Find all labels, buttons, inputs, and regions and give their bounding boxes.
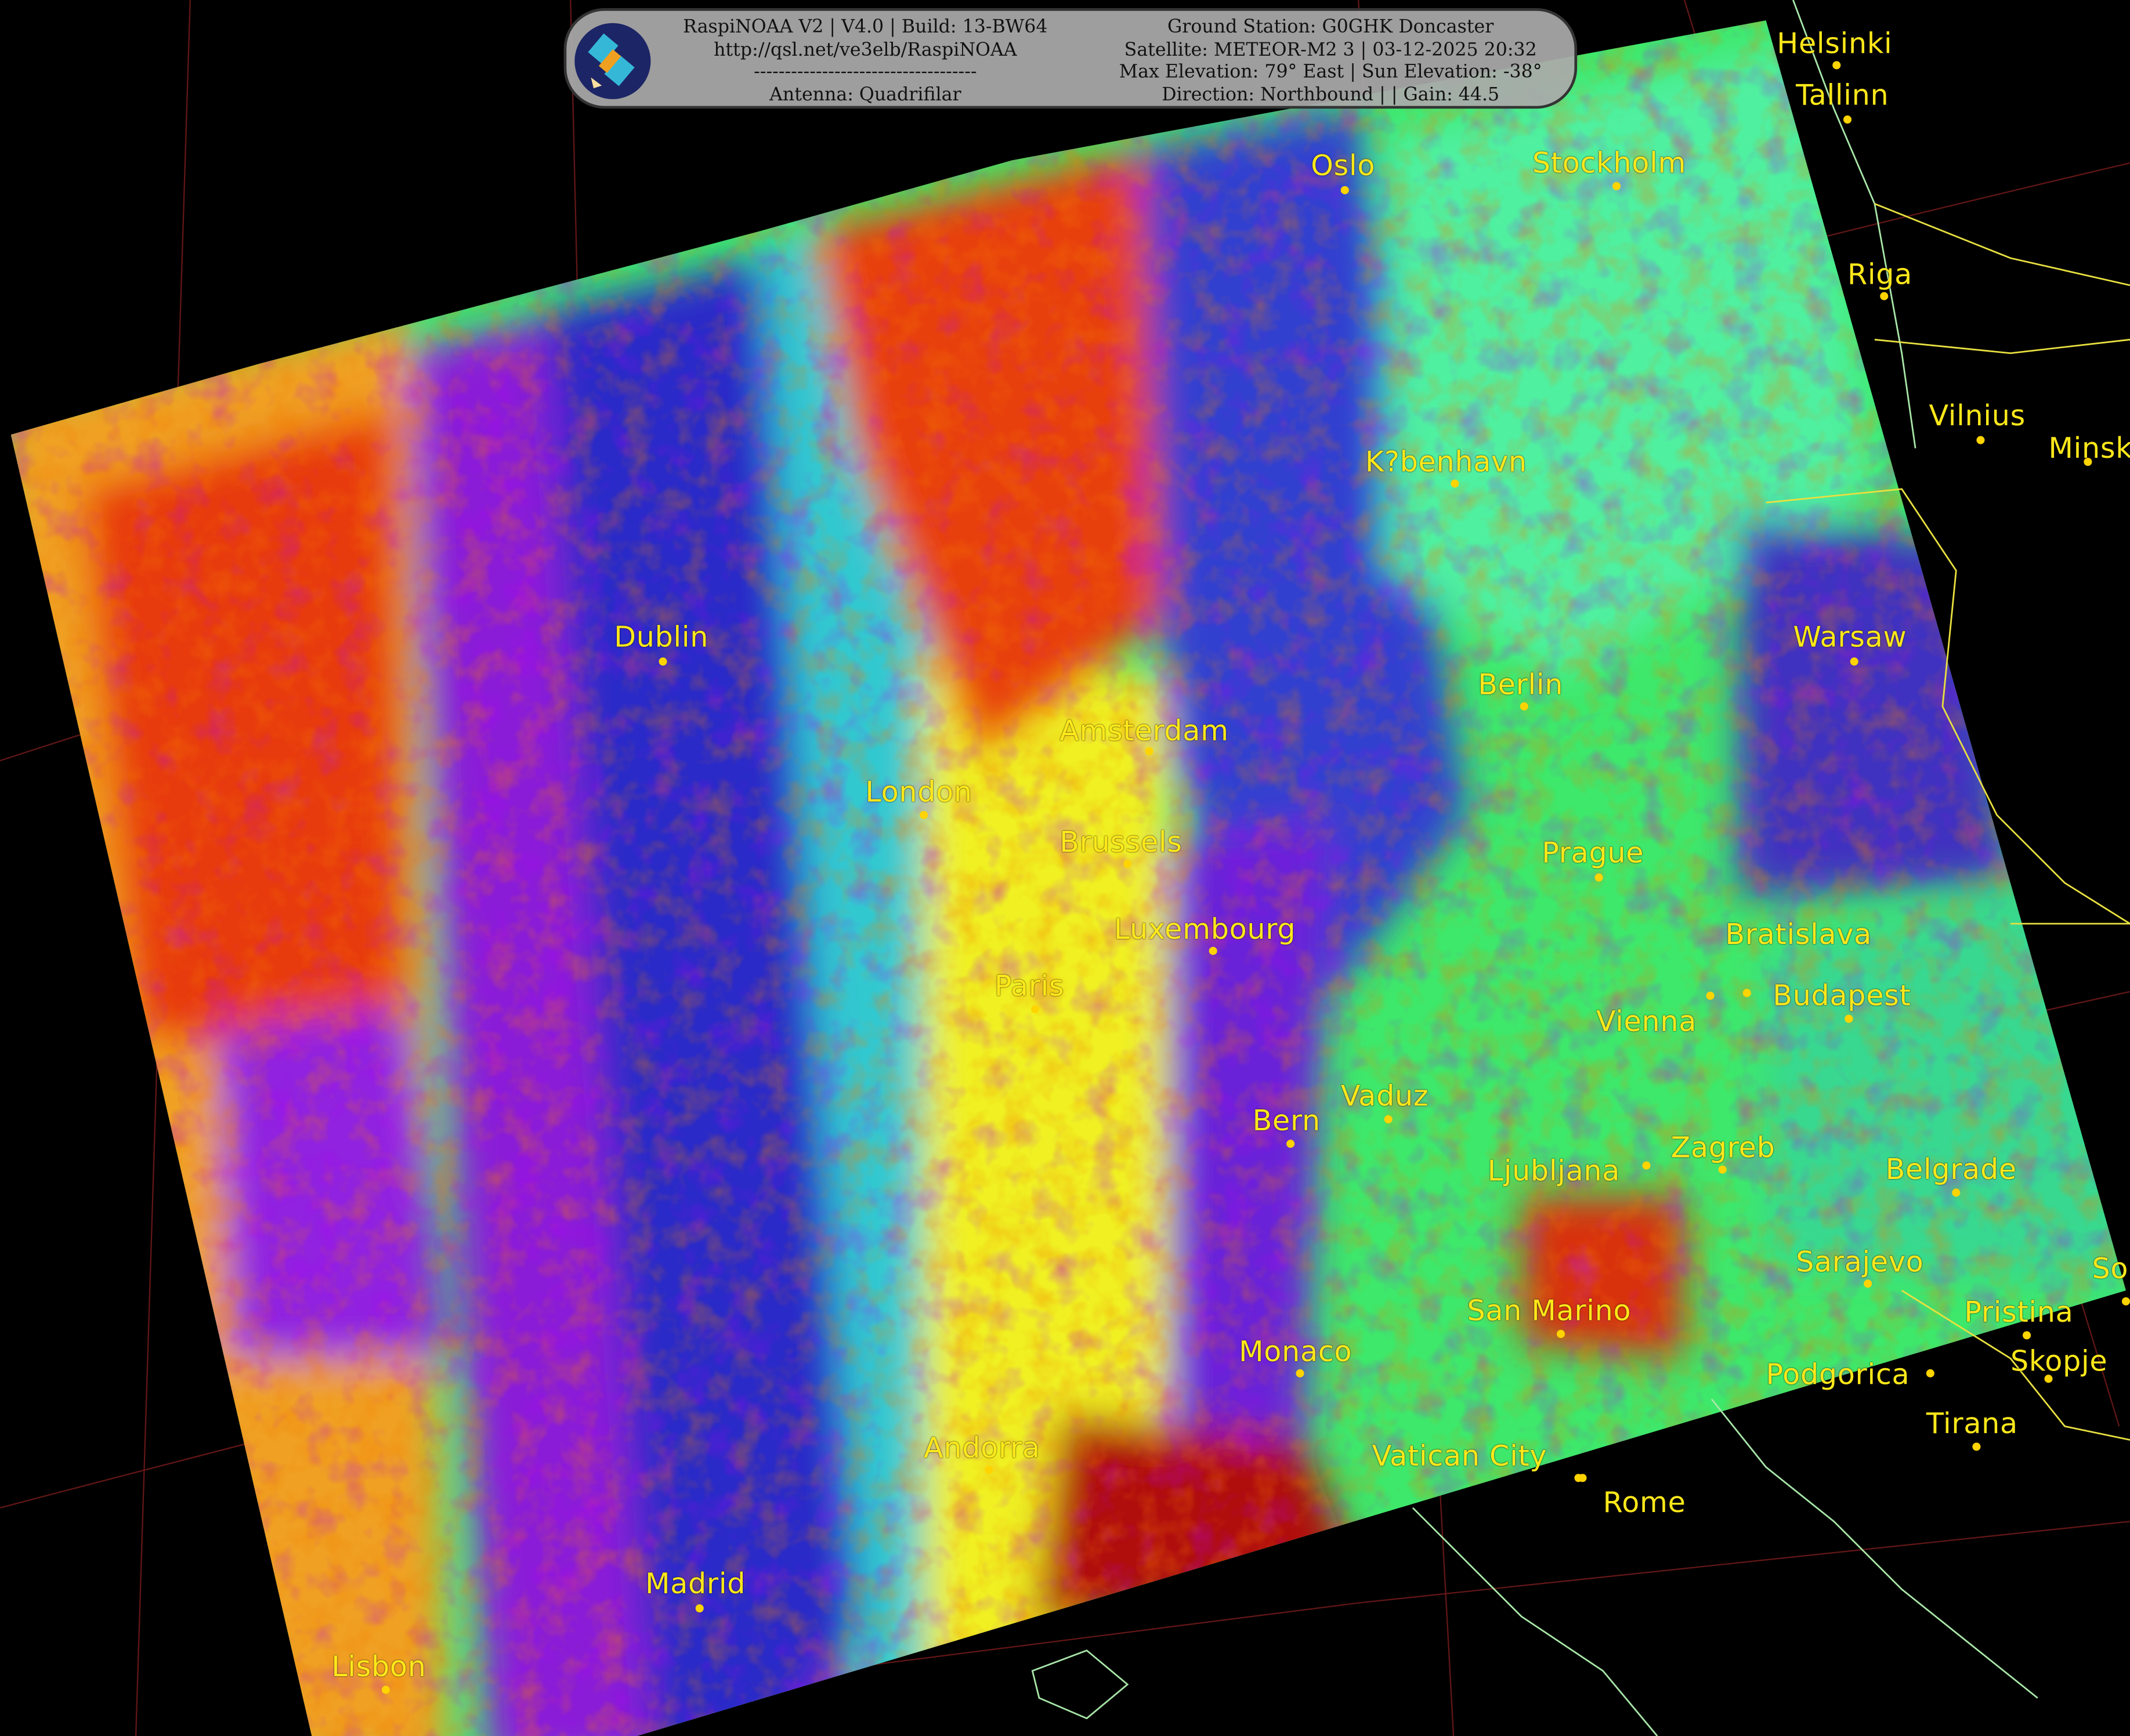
city-label-minsk: Minsk xyxy=(2048,432,2130,465)
city-label-rome: Rome xyxy=(1603,1486,1686,1519)
satellite-datetime: Satellite: METEOR-M2 3 | 03-12-2025 20:3… xyxy=(1124,38,1537,61)
city-label-vilnius: Vilnius xyxy=(1929,399,2026,432)
city-label-helsinki: Helsinki xyxy=(1777,27,1893,60)
city-marker-riga xyxy=(1880,292,1889,301)
antenna-info: Antenna: Quadrifilar xyxy=(769,83,961,106)
city-marker-so xyxy=(2121,1297,2130,1305)
city-label-pristina: Pristina xyxy=(1964,1296,2074,1329)
city-marker-minsk xyxy=(2084,457,2092,466)
city-label-brussels: Brussels xyxy=(1059,826,1182,859)
city-marker-rome xyxy=(1574,1474,1583,1482)
city-marker-vilnius xyxy=(1976,436,1985,444)
city-label-zagreb: Zagreb xyxy=(1670,1131,1775,1164)
city-label-stockholm: Stockholm xyxy=(1532,146,1687,180)
city-marker-paris xyxy=(1030,1005,1040,1014)
city-marker-helsinki xyxy=(1832,61,1841,70)
city-marker-madrid xyxy=(695,1604,704,1613)
pass-details: Ground Station: G0GHK Doncaster Satellit… xyxy=(1103,16,1558,106)
city-label-bern: Bern xyxy=(1252,1104,1321,1137)
city-label-riga: Riga xyxy=(1847,258,1913,291)
separator: ------------------------------------ xyxy=(754,61,977,83)
city-marker-budapest xyxy=(1845,1014,1853,1023)
city-marker-prague xyxy=(1594,873,1603,882)
city-label-oslo: Oslo xyxy=(1311,149,1376,182)
city-marker-podgorica xyxy=(1926,1369,1934,1377)
elevation-info: Max Elevation: 79° East | Sun Elevation:… xyxy=(1119,61,1542,83)
borders xyxy=(1766,202,2130,1441)
city-label-sarajevo: Sarajevo xyxy=(1796,1245,1924,1279)
city-label-london: London xyxy=(865,775,972,809)
direction-gain: Direction: Northbound | | Gain: 44.5 xyxy=(1162,83,1500,106)
city-marker-belgrade xyxy=(1952,1188,1961,1197)
city-marker-bratislava xyxy=(1742,989,1751,997)
city-label-k-benhavn: K?benhavn xyxy=(1365,445,1527,479)
satellite-icon xyxy=(574,23,651,99)
city-marker-tallinn xyxy=(1843,115,1852,124)
city-label-berlin: Berlin xyxy=(1478,668,1564,701)
city-marker-stockholm xyxy=(1612,182,1621,190)
city-marker-luxembourg xyxy=(1209,946,1217,955)
city-label-bratislava: Bratislava xyxy=(1725,918,1872,951)
city-marker-oslo xyxy=(1340,186,1349,194)
city-label-tirana: Tirana xyxy=(1926,1407,2018,1440)
city-label-dublin: Dublin xyxy=(614,620,709,654)
city-marker-ljubljana xyxy=(1642,1161,1651,1170)
city-marker-berlin xyxy=(1520,702,1528,711)
city-label-podgorica: Podgorica xyxy=(1766,1358,1910,1391)
city-label-monaco: Monaco xyxy=(1239,1335,1353,1368)
city-label-lisbon: Lisbon xyxy=(331,1650,426,1683)
city-marker-san-marino xyxy=(1557,1330,1565,1339)
city-marker-brussels xyxy=(1123,859,1132,869)
city-marker-lisbon xyxy=(381,1686,390,1694)
city-label-tallinn: Tallinn xyxy=(1796,78,1889,111)
city-marker-tirana xyxy=(1972,1442,1981,1451)
city-label-amsterdam: Amsterdam xyxy=(1059,714,1229,747)
pass-info-header: RaspiNOAA V2 | V4.0 | Build: 13-BW64 htt… xyxy=(563,8,1578,109)
city-label-vienna: Vienna xyxy=(1596,1005,1697,1038)
city-marker-sarajevo xyxy=(1864,1279,1872,1288)
city-marker-zagreb xyxy=(1718,1165,1727,1174)
city-marker-vaduz xyxy=(1384,1115,1393,1124)
city-label-belgrade: Belgrade xyxy=(1885,1153,2017,1186)
city-marker-bern xyxy=(1286,1140,1295,1148)
city-label-vaduz: Vaduz xyxy=(1340,1080,1429,1113)
city-label-budapest: Budapest xyxy=(1773,979,1911,1012)
city-label-luxembourg: Luxembourg xyxy=(1113,913,1296,946)
city-label-paris: Paris xyxy=(994,970,1065,1003)
city-label-ljubljana: Ljubljana xyxy=(1487,1155,1621,1188)
city-marker-london xyxy=(919,811,928,819)
software-info: RaspiNOAA V2 | V4.0 | Build: 13-BW64 htt… xyxy=(661,16,1069,106)
city-label-san-marino: San Marino xyxy=(1467,1294,1632,1328)
city-label-andorra: Andorra xyxy=(924,1431,1040,1464)
city-label-prague: Prague xyxy=(1542,837,1644,870)
city-label-vatican-city: Vatican City xyxy=(1372,1440,1547,1473)
city-marker-pristina xyxy=(2023,1331,2031,1340)
city-label-skopje: Skopje xyxy=(2010,1344,2108,1377)
city-label-warsaw: Warsaw xyxy=(1793,620,1907,654)
city-label-so: So xyxy=(2092,1252,2129,1285)
software-version: RaspiNOAA V2 | V4.0 | Build: 13-BW64 xyxy=(683,16,1048,38)
city-marker-vienna xyxy=(1706,992,1715,1000)
city-label-madrid: Madrid xyxy=(645,1567,746,1600)
ground-station: Ground Station: G0GHK Doncaster xyxy=(1167,16,1494,38)
project-url: http://qsl.net/ve3elb/RaspiNOAA xyxy=(714,38,1017,61)
city-marker-k-benhavn xyxy=(1451,479,1459,488)
city-marker-skopje xyxy=(2044,1375,2053,1383)
city-marker-monaco xyxy=(1296,1369,1304,1377)
city-marker-andorra xyxy=(985,1466,993,1474)
city-marker-dublin xyxy=(659,657,667,666)
city-marker-amsterdam xyxy=(1145,747,1153,755)
city-marker-warsaw xyxy=(1850,657,1858,666)
